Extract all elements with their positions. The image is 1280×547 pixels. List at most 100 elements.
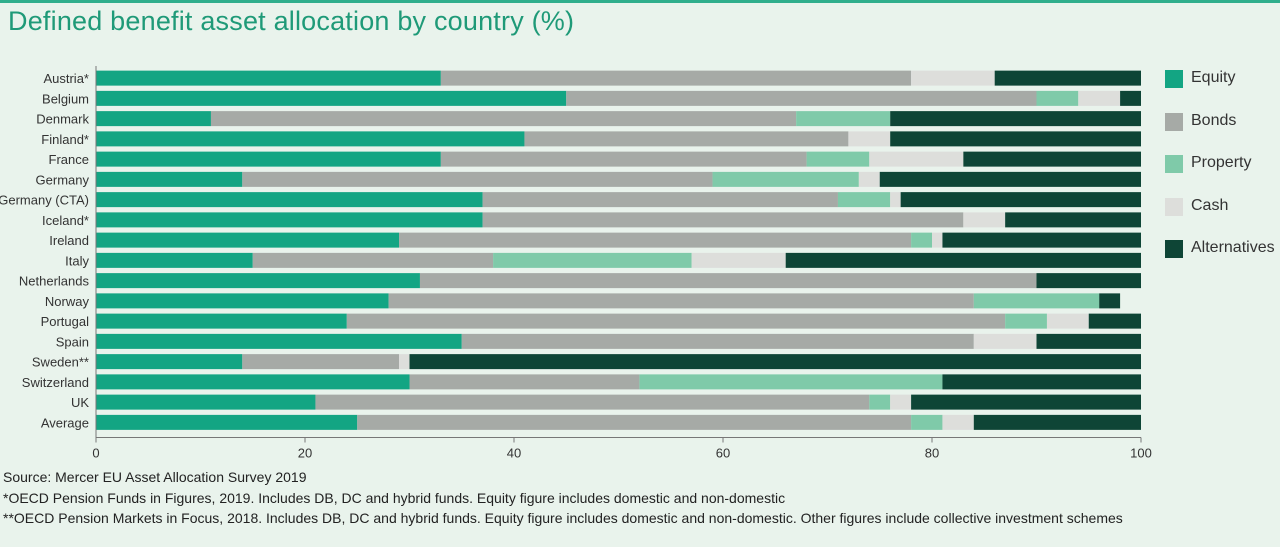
bar-portugal-property [1005,313,1047,329]
bar-sweden-bonds [242,354,400,370]
x-tick-label-20: 20 [298,446,312,461]
bar-average-cash [942,414,974,430]
legend-item-equity: Equity [1165,68,1275,90]
bar-denmark-equity [96,111,211,127]
bar-germany-cta-alternatives [900,192,1141,208]
bar-france-property [806,151,870,167]
legend-label-alternatives: Alternatives [1191,239,1275,256]
bar-germany-property [712,171,859,187]
bar-germany-cta-equity [96,192,483,208]
category-label-denmark: Denmark [36,112,89,127]
bar-france-cash [869,151,964,167]
bar-sweden-alternatives [409,354,1141,370]
bar-average-property [911,414,943,430]
legend-swatch-bonds [1165,113,1183,131]
legend-swatch-alternatives [1165,240,1183,258]
legend-label-bonds: Bonds [1191,112,1237,129]
bar-germany-equity [96,171,243,187]
bar-belgium-equity [96,90,567,106]
legend-item-bonds: Bonds [1165,111,1275,133]
bar-italy-alternatives [785,252,1141,268]
category-label-finland: Finland* [41,132,89,147]
bar-spain-bonds [461,333,974,349]
bar-portugal-equity [96,313,347,329]
bar-uk-alternatives [911,394,1141,410]
bar-france-bonds [440,151,807,167]
bar-austria-equity [96,70,441,86]
bar-italy-equity [96,252,253,268]
bar-ireland-bonds [399,232,912,248]
bar-norway-alternatives [1099,293,1121,309]
category-label-austria: Austria* [43,71,89,86]
bar-switzerland-equity [96,374,410,390]
bar-norway-property [973,293,1100,309]
bar-belgium-alternatives [1120,90,1141,106]
bar-average-equity [96,414,358,430]
bar-average-alternatives [973,414,1141,430]
bar-austria-alternatives [994,70,1141,86]
category-label-switzerland: Switzerland [22,375,89,390]
bar-ireland-cash [932,232,943,248]
bar-switzerland-property [639,374,943,390]
source-note: Source: Mercer EU Asset Allocation Surve… [3,469,307,485]
category-label-germany: Germany [36,172,90,187]
bar-norway-bonds [388,293,974,309]
category-label-france: France [49,152,89,167]
bar-uk-bonds [315,394,870,410]
category-label-norway: Norway [45,294,90,309]
bar-austria-cash [911,70,995,86]
bar-switzerland-bonds [409,374,640,390]
footnotes: Source: Mercer EU Asset Allocation Surve… [3,467,1273,529]
x-tick-label-80: 80 [925,446,939,461]
bar-norway-equity [96,293,389,309]
bar-italy-bonds [252,252,494,268]
bar-portugal-alternatives [1088,313,1141,329]
x-tick-label-0: 0 [92,446,99,461]
category-label-germany-cta: Germany (CTA) [0,193,89,208]
bar-ireland-property [911,232,932,248]
category-label-spain: Spain [56,334,89,349]
bar-belgium-property [1036,90,1079,106]
bar-belgium-bonds [566,90,1037,106]
category-label-belgium: Belgium [42,91,89,106]
bar-belgium-cash [1078,90,1121,106]
bar-italy-property [493,252,692,268]
bar-netherlands-bonds [419,273,1037,289]
bar-france-alternatives [963,151,1141,167]
bar-netherlands-equity [96,273,420,289]
bar-denmark-property [796,111,891,127]
bar-average-bonds [357,414,912,430]
category-label-uk: UK [71,395,89,410]
category-label-iceland: Iceland* [42,213,89,228]
legend-swatch-equity [1165,70,1183,88]
legend-item-property: Property [1165,153,1275,175]
bar-germany-cta-property [837,192,891,208]
bar-germany-bonds [242,171,713,187]
bar-sweden-equity [96,354,243,370]
bar-finland-alternatives [890,131,1141,147]
category-label-average: Average [41,415,89,430]
bar-netherlands-alternatives [1036,273,1141,289]
bar-finland-bonds [524,131,849,147]
bar-ireland-equity [96,232,400,248]
category-label-sweden: Sweden** [32,355,89,370]
legend-label-property: Property [1191,154,1252,171]
legend-swatch-cash [1165,198,1183,216]
legend-label-cash: Cash [1191,197,1229,214]
category-label-netherlands: Netherlands [19,274,90,289]
legend-label-equity: Equity [1191,69,1236,86]
bar-uk-property [869,394,891,410]
bar-sweden-cash [399,354,410,370]
x-tick-label-60: 60 [716,446,730,461]
x-tick-label-100: 100 [1130,446,1152,461]
bar-iceland-bonds [482,212,964,228]
bar-denmark-bonds [210,111,797,127]
bar-ireland-alternatives [942,232,1141,248]
bar-portugal-cash [1046,313,1089,329]
bar-germany-cta-cash [890,192,901,208]
legend-item-alternatives: Alternatives [1165,238,1275,260]
bar-spain-cash [973,333,1037,349]
bar-spain-alternatives [1036,333,1141,349]
category-label-portugal: Portugal [41,314,90,329]
